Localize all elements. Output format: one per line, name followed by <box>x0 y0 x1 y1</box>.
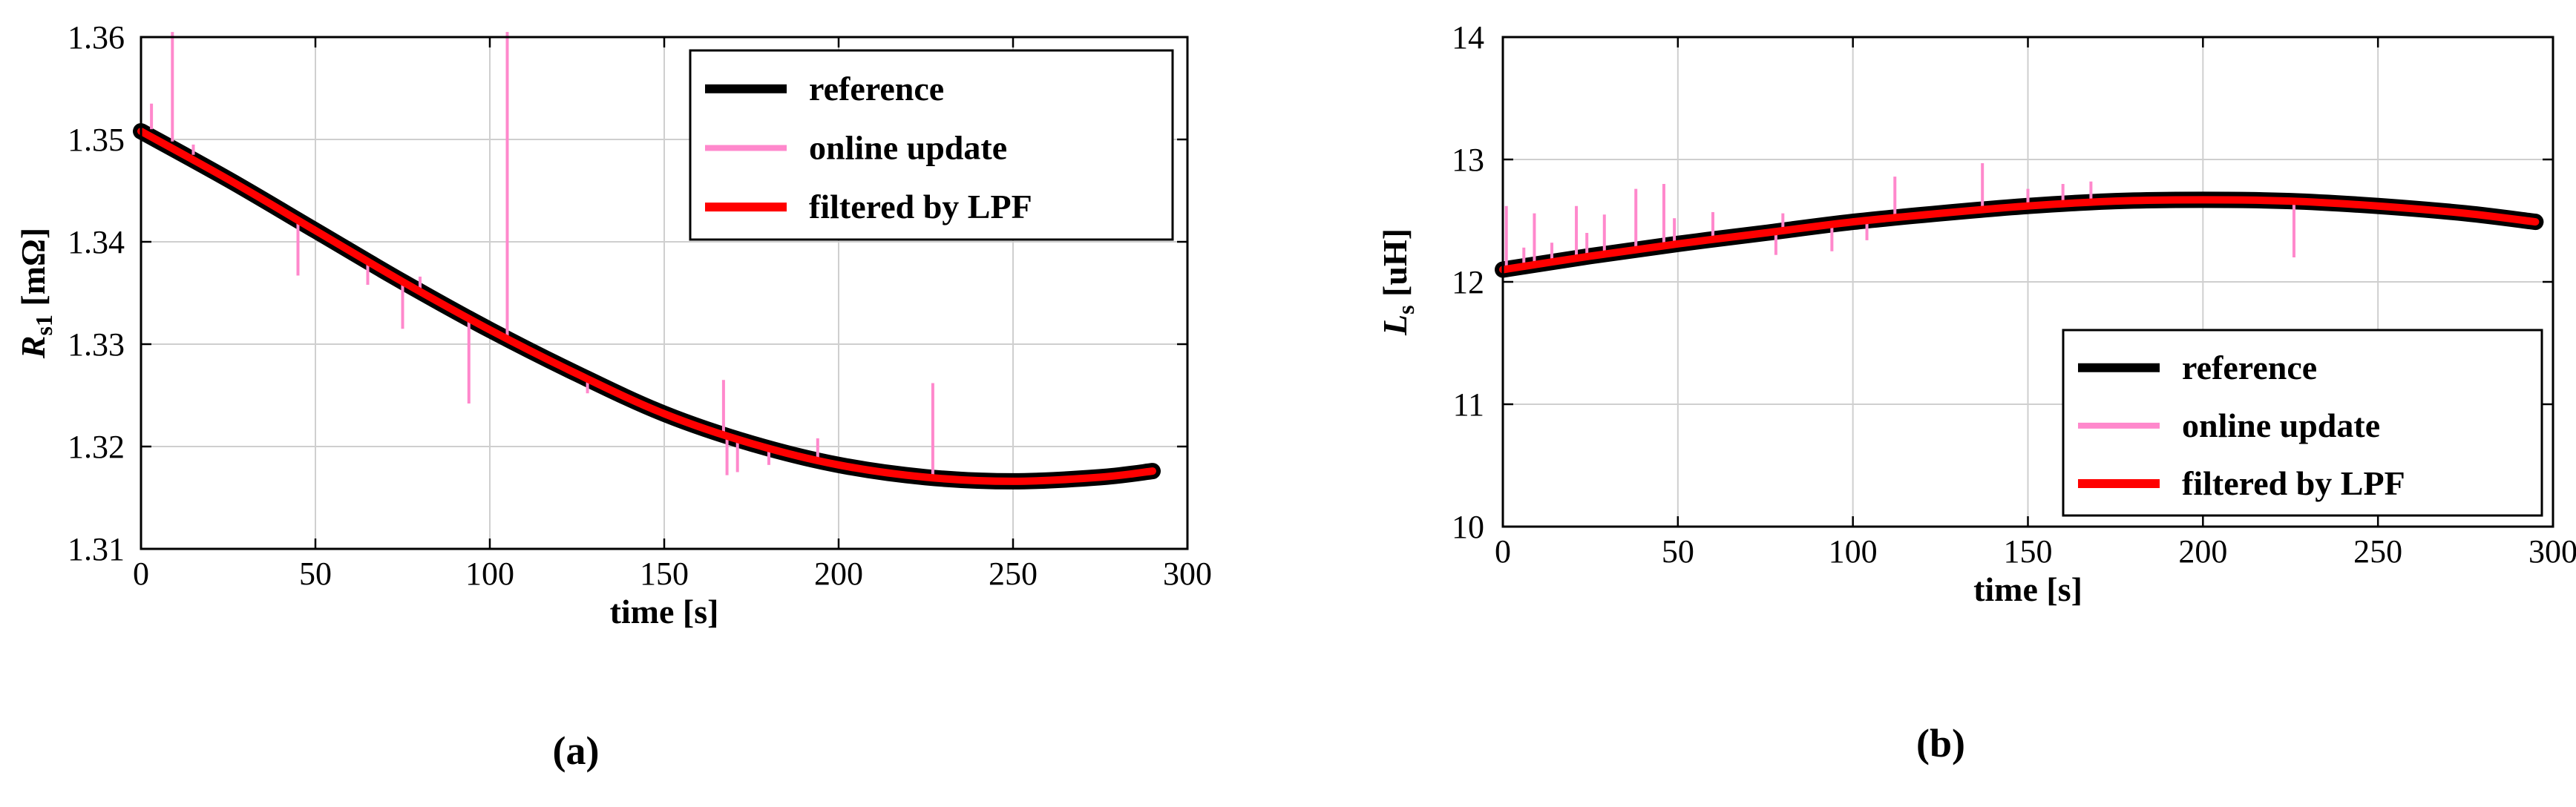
plot-area-frame <box>1501 36 2554 528</box>
y-tick-label: 1.35 <box>68 122 125 158</box>
x-tick-label: 0 <box>1495 533 1511 570</box>
x-tick-label: 50 <box>299 556 332 592</box>
panel-label: (a) <box>553 728 600 773</box>
legend-label: filtered by LPF <box>809 188 1032 225</box>
plot-area-frame <box>140 36 1189 550</box>
y-tick-label: 13 <box>1452 142 1484 178</box>
y-tick-label: 1.34 <box>68 224 125 260</box>
series-line-filtered-by-lpf <box>137 128 1156 485</box>
y-tick-label: 1.33 <box>68 326 125 363</box>
y-tick-label: 1.36 <box>68 19 125 56</box>
x-axis-label: time [s] <box>610 593 719 630</box>
panel-label: (b) <box>1916 721 1965 765</box>
x-tick-label: 100 <box>1829 533 1878 570</box>
legend: reference online update filtered by LPF <box>2062 329 2543 517</box>
x-tick-label: 150 <box>2004 533 2053 570</box>
x-tick-label: 150 <box>640 556 689 592</box>
legend-label: filtered by LPF <box>2182 464 2405 502</box>
y-tick-label: 10 <box>1452 509 1484 545</box>
y-axis-label-unit: [mΩ] <box>14 228 52 314</box>
legend-label: online update <box>809 128 1007 166</box>
y-axis-label: Rs1 [mΩ] <box>14 228 57 359</box>
legend-label: reference <box>809 70 944 108</box>
y-axis-label-subscript: s1 <box>30 314 57 335</box>
y-tick-label: 14 <box>1452 19 1484 56</box>
x-tick-label: 100 <box>465 556 514 592</box>
x-tick-label: 300 <box>1163 556 1212 592</box>
x-tick-label: 300 <box>2529 533 2576 570</box>
x-tick-label: 200 <box>2178 533 2227 570</box>
y-tick-label: 11 <box>1453 386 1484 423</box>
chart-panel-a: 0 50 100 150 200 250 300 1.31 1.32 1.33 1.34 1.35 1.… <box>14 19 1212 773</box>
legend: reference online update filtered by LPF <box>689 49 1174 241</box>
x-tick-label: 0 <box>133 556 149 592</box>
x-tick-label: 250 <box>2353 533 2402 570</box>
y-tick-label: 1.32 <box>68 429 125 465</box>
x-axis-label: time [s] <box>1973 570 2082 608</box>
x-tick-label: 50 <box>1662 533 1694 570</box>
y-tick-label: 12 <box>1452 264 1484 300</box>
legend-label: online update <box>2182 406 2380 444</box>
y-axis-label-subscript: s <box>1392 305 1419 314</box>
x-tick-label: 250 <box>989 556 1038 592</box>
y-axis-label-unit: [uH] <box>1376 228 1414 306</box>
y-axis-label-symbol: R <box>14 336 52 360</box>
legend-label: reference <box>2182 349 2317 386</box>
series-line-filtered-by-lpf <box>1499 196 2540 274</box>
y-tick-label: 1.31 <box>68 531 125 567</box>
y-axis-label-symbol: L <box>1376 314 1414 336</box>
y-axis-label: Ls [uH] <box>1376 228 1419 336</box>
chart-panel-b: 0 50 100 150 200 250 300 10 11 12 13 14 reference onl… <box>1376 19 2576 765</box>
x-tick-label: 200 <box>814 556 863 592</box>
